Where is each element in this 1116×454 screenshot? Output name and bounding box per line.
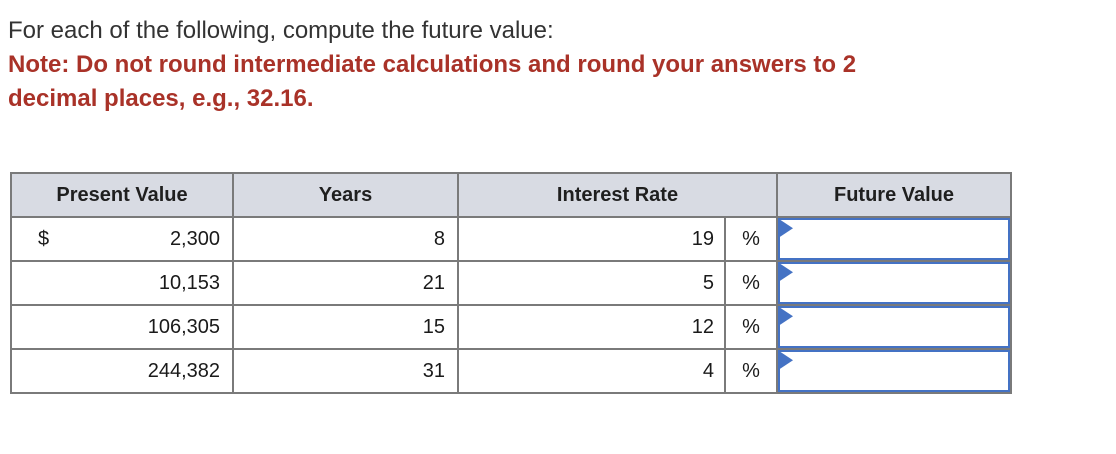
table-row: 244,382 31 4 % xyxy=(10,348,1012,394)
percent-symbol: % xyxy=(724,260,778,306)
answer-box xyxy=(779,351,1009,391)
interest-rate-cell: 12 xyxy=(457,304,726,350)
interest-rate-cell: 19 xyxy=(457,216,726,262)
header-future-value: Future Value xyxy=(776,172,1012,218)
future-value-input-2[interactable] xyxy=(780,264,1008,302)
future-value-cell xyxy=(776,304,1012,350)
table-row: $ 2,300 8 19 % xyxy=(10,216,1012,262)
future-value-cell xyxy=(776,216,1012,262)
header-interest-rate: Interest Rate xyxy=(457,172,778,218)
present-value-cell: 244,382 xyxy=(10,348,234,394)
future-value-input-4[interactable] xyxy=(780,352,1008,390)
interest-rate-cell: 4 xyxy=(457,348,726,394)
question-note-line-2: decimal places, e.g., 32.16. xyxy=(8,85,314,112)
table-row: 10,153 21 5 % xyxy=(10,260,1012,306)
percent-symbol: % xyxy=(724,216,778,262)
table-header-row: Present Value Years Interest Rate Future… xyxy=(10,172,1012,218)
question-text: For each of the following, compute the f… xyxy=(8,17,554,44)
years-cell: 21 xyxy=(232,260,459,306)
question-block: For each of the following, compute the f… xyxy=(0,0,1116,116)
future-value-cell xyxy=(776,348,1012,394)
future-value-input-1[interactable] xyxy=(780,220,1008,258)
future-value-table: Present Value Years Interest Rate Future… xyxy=(10,172,1012,394)
years-cell: 31 xyxy=(232,348,459,394)
answer-box xyxy=(779,307,1009,347)
years-cell: 8 xyxy=(232,216,459,262)
present-value-cell: 106,305 xyxy=(10,304,234,350)
header-years: Years xyxy=(232,172,459,218)
present-value-cell: $ 2,300 xyxy=(10,216,234,262)
percent-symbol: % xyxy=(724,304,778,350)
header-present-value: Present Value xyxy=(10,172,234,218)
future-value-input-3[interactable] xyxy=(780,308,1008,346)
present-value-text: 10,153 xyxy=(158,271,220,294)
percent-symbol: % xyxy=(724,348,778,394)
present-value-text: 2,300 xyxy=(169,227,220,250)
present-value-text: 106,305 xyxy=(147,315,220,338)
question-note-line-1: Note: Do not round intermediate calculat… xyxy=(8,51,857,78)
future-value-cell xyxy=(776,260,1012,306)
interest-rate-cell: 5 xyxy=(457,260,726,306)
answer-box xyxy=(779,219,1009,259)
present-value-cell: 10,153 xyxy=(10,260,234,306)
table-row: 106,305 15 12 % xyxy=(10,304,1012,350)
currency-symbol: $ xyxy=(38,227,50,250)
years-cell: 15 xyxy=(232,304,459,350)
present-value-text: 244,382 xyxy=(147,359,220,382)
answer-box xyxy=(779,263,1009,303)
